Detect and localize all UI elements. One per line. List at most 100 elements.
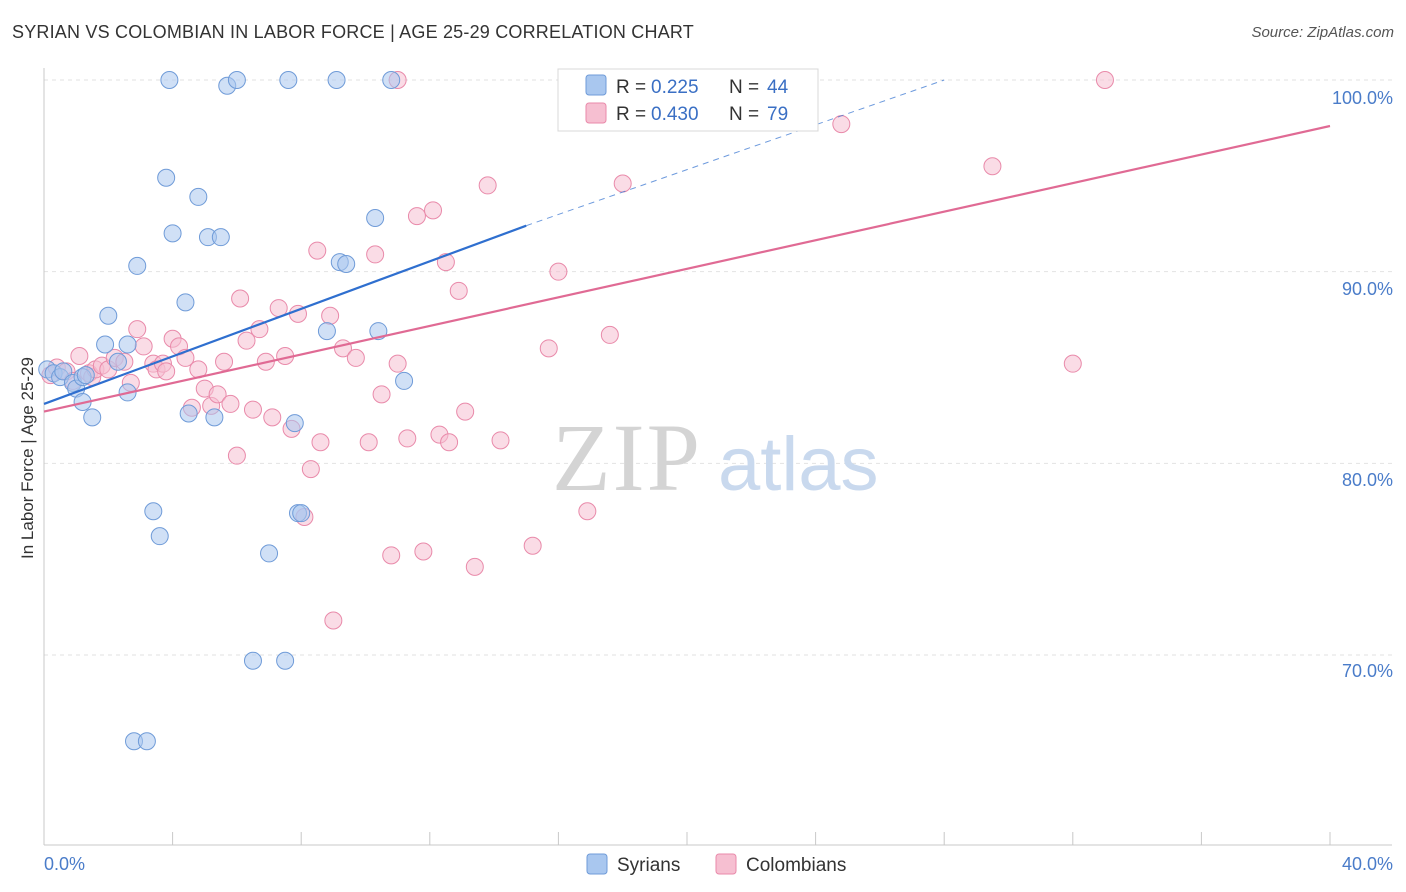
y-tick-label-90: 90.0%	[1342, 279, 1393, 299]
colombians-point-75	[1063, 354, 1082, 373]
colombians-point-42	[308, 241, 327, 260]
colombians-point-76	[1095, 71, 1114, 89]
colombians-point-51	[382, 546, 401, 565]
colombians-point-45	[324, 611, 343, 630]
trend-lines	[43, 79, 1331, 413]
syrians-point-40	[366, 209, 385, 227]
colombians-point-47	[346, 348, 365, 367]
series-legend-swatch-colombians[interactable]	[715, 853, 737, 875]
colombians-point-55	[414, 542, 433, 561]
y-tick-labels: 70.0% 80.0% 90.0% 100.0%	[1332, 88, 1393, 681]
colombians-point-53	[398, 429, 417, 448]
colombians-point-62	[465, 557, 484, 576]
colombians-point-65	[523, 536, 542, 555]
syrians-point-18	[157, 168, 176, 187]
colombians-point-67	[549, 262, 568, 281]
colombians-point-28	[221, 394, 240, 413]
syrians-point-13	[118, 335, 137, 354]
colombians-point-32	[243, 400, 262, 419]
y-tick-label-80: 80.0%	[1342, 470, 1393, 490]
syrians-points	[38, 71, 414, 751]
colombians-point-50	[372, 385, 391, 404]
syrians-point-32	[279, 71, 298, 89]
legend-swatch-colombians	[585, 102, 607, 124]
series-legend-label-colombians[interactable]: Colombians	[746, 855, 846, 876]
syrians-point-39	[337, 255, 356, 273]
syrians-point-15	[128, 256, 147, 275]
syrians-point-22	[179, 404, 198, 423]
watermark-zip: ZIP	[552, 404, 702, 511]
syrians-point-19	[160, 71, 179, 89]
colombians-point-30	[231, 289, 250, 308]
syrians-point-45	[137, 732, 156, 751]
syrians-point-9	[83, 408, 102, 427]
syrians-point-31	[276, 651, 295, 670]
syrians-trend-extension	[526, 79, 945, 227]
colombians-point-56	[424, 201, 443, 220]
colombians-point-54	[407, 207, 426, 226]
colombians-point-27	[215, 352, 234, 371]
legend-r-value-colombians: 0.430	[651, 104, 699, 125]
colombians-point-49	[366, 245, 385, 264]
series-legend-label-syrians[interactable]: Syrians	[617, 855, 680, 876]
legend-r-value-syrians: 0.225	[651, 77, 699, 98]
syrians-point-25	[211, 228, 230, 247]
colombians-point-29	[227, 446, 246, 465]
colombians-point-66	[539, 339, 558, 358]
legend-swatch-syrians	[585, 74, 607, 96]
colombians-point-31	[237, 331, 256, 350]
syrians-point-36	[317, 322, 336, 341]
syrians-trend-line	[43, 224, 527, 405]
syrians-point-12	[108, 352, 127, 371]
syrians-point-37	[327, 71, 346, 89]
watermark: ZIP atlas	[552, 404, 879, 511]
colombians-point-44	[321, 306, 340, 325]
legend-n-label-colombians: N =	[729, 104, 759, 125]
syrians-point-11	[99, 306, 118, 325]
legend-r-label-syrians: R =	[616, 77, 646, 98]
colombians-point-14	[134, 337, 153, 356]
colombians-point-26	[208, 385, 227, 404]
colombians-point-64	[491, 431, 510, 450]
series-legend: Syrians Colombians	[586, 853, 846, 876]
syrians-point-3	[54, 362, 73, 381]
series-legend-swatch-syrians[interactable]	[586, 853, 608, 875]
colombians-point-61	[456, 402, 475, 421]
colombians-point-60	[449, 281, 468, 300]
colombians-point-63	[478, 176, 497, 195]
colombians-point-52	[388, 354, 407, 373]
colombians-point-70	[600, 325, 619, 344]
syrians-point-20	[163, 224, 182, 243]
source-label: Source: ZipAtlas.com	[1251, 24, 1394, 41]
syrians-point-7	[76, 366, 95, 385]
legend-n-value-syrians: 44	[767, 77, 789, 98]
colombians-point-71	[613, 174, 632, 193]
colombians-point-13	[128, 320, 147, 339]
colombians-point-69	[578, 502, 597, 521]
colombians-point-48	[359, 433, 378, 452]
syrians-point-17	[150, 527, 169, 546]
colombians-point-73	[832, 115, 851, 134]
colombians-point-59	[440, 433, 459, 452]
syrians-point-10	[96, 335, 115, 354]
syrians-point-29	[243, 651, 262, 670]
y-tick-label-70: 70.0%	[1342, 661, 1393, 681]
colombians-point-18	[157, 362, 176, 381]
syrians-point-21	[176, 293, 195, 312]
colombians-point-41	[301, 460, 320, 479]
colombians-point-35	[263, 408, 282, 427]
y-tick-label-100: 100.0%	[1332, 88, 1393, 108]
legend-r-label-colombians: R =	[616, 104, 646, 125]
colombians-point-43	[311, 433, 330, 452]
x-tick-marks	[43, 832, 1331, 845]
syrians-point-16	[144, 502, 163, 521]
legend-n-label-syrians: N =	[729, 77, 759, 98]
x-tick-label-max: 40.0%	[1342, 854, 1393, 874]
colombians-point-74	[983, 157, 1002, 176]
watermark-atlas: atlas	[718, 422, 879, 507]
grid-lines	[44, 79, 1392, 656]
syrians-point-26	[205, 408, 224, 427]
syrians-point-30	[260, 544, 279, 563]
colombians-point-4	[70, 347, 89, 365]
